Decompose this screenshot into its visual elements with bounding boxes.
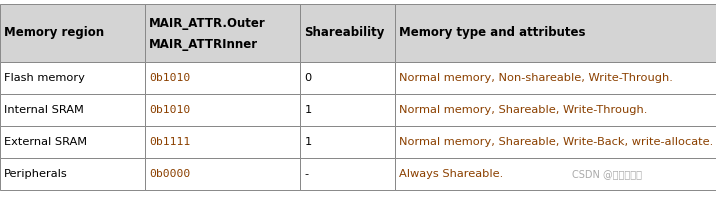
Bar bbox=[0, 126, 145, 158]
Bar bbox=[300, 158, 395, 190]
Bar bbox=[395, 94, 716, 126]
Bar bbox=[0, 94, 145, 126]
Text: 0b1111: 0b1111 bbox=[150, 137, 190, 147]
Bar bbox=[145, 4, 300, 62]
Text: Flash memory: Flash memory bbox=[4, 73, 85, 83]
Text: 1: 1 bbox=[304, 105, 311, 115]
Text: -: - bbox=[304, 169, 309, 179]
Bar bbox=[0, 62, 145, 94]
Text: 1: 1 bbox=[304, 137, 311, 147]
Bar bbox=[300, 126, 395, 158]
Text: 0b0000: 0b0000 bbox=[150, 169, 190, 179]
Bar bbox=[300, 94, 395, 126]
Bar bbox=[145, 158, 300, 190]
Text: 0: 0 bbox=[304, 73, 311, 83]
Bar bbox=[395, 4, 716, 62]
Text: Normal memory, Non-shareable, Write-Through.: Normal memory, Non-shareable, Write-Thro… bbox=[400, 73, 673, 83]
Bar bbox=[395, 126, 716, 158]
Bar bbox=[145, 126, 300, 158]
Bar bbox=[300, 62, 395, 94]
Text: External SRAM: External SRAM bbox=[4, 137, 87, 147]
Text: Memory type and attributes: Memory type and attributes bbox=[400, 27, 586, 39]
Text: Internal SRAM: Internal SRAM bbox=[4, 105, 84, 115]
Text: MAIR_ATTRInner: MAIR_ATTRInner bbox=[150, 38, 258, 51]
Text: Shareability: Shareability bbox=[304, 27, 384, 39]
Bar bbox=[0, 158, 145, 190]
Text: CSDN @心情复杂儿: CSDN @心情复杂儿 bbox=[571, 169, 642, 179]
Bar bbox=[0, 4, 145, 62]
Text: Peripherals: Peripherals bbox=[4, 169, 68, 179]
Bar bbox=[395, 62, 716, 94]
Bar bbox=[145, 62, 300, 94]
Bar bbox=[395, 158, 716, 190]
Bar bbox=[300, 4, 395, 62]
Text: 0b1010: 0b1010 bbox=[150, 73, 190, 83]
Text: 0b1010: 0b1010 bbox=[150, 105, 190, 115]
Text: MAIR_ATTR.Outer: MAIR_ATTR.Outer bbox=[150, 17, 266, 30]
Text: Normal memory, Shareable, Write-Through.: Normal memory, Shareable, Write-Through. bbox=[400, 105, 648, 115]
Text: Normal memory, Shareable, Write-Back, write-allocate.: Normal memory, Shareable, Write-Back, wr… bbox=[400, 137, 714, 147]
Bar bbox=[145, 94, 300, 126]
Text: Memory region: Memory region bbox=[4, 27, 105, 39]
Text: Always Shareable.: Always Shareable. bbox=[400, 169, 503, 179]
